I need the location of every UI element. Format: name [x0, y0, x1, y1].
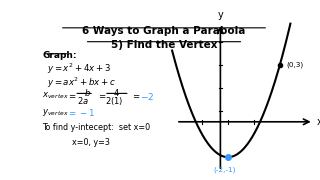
Text: (-2,-1): (-2,-1): [213, 166, 236, 173]
Text: $=$: $=$: [131, 91, 141, 100]
Text: To find y-intecept:  set x=0: To find y-intecept: set x=0: [43, 123, 151, 132]
Text: $x_{vertex}$: $x_{vertex}$: [43, 91, 69, 101]
Text: 6 Ways to Graph a Parabola: 6 Ways to Graph a Parabola: [82, 26, 246, 36]
Text: $y = x^2 + 4x + 3$: $y = x^2 + 4x + 3$: [47, 62, 111, 76]
Text: $-2$: $-2$: [140, 91, 155, 102]
Text: x=0, y=3: x=0, y=3: [72, 138, 110, 147]
Text: 5) Find the Vertex: 5) Find the Vertex: [111, 40, 217, 50]
Text: y: y: [218, 10, 223, 20]
Text: $-b$: $-b$: [77, 87, 91, 98]
Text: Graph:: Graph:: [43, 51, 77, 60]
Text: $-4$: $-4$: [107, 87, 120, 98]
Text: (0,3): (0,3): [286, 62, 303, 68]
Text: $y = ax^2 +bx + c$: $y = ax^2 +bx + c$: [47, 76, 116, 90]
Text: $=$: $=$: [67, 91, 76, 100]
Text: $=$: $=$: [97, 91, 107, 100]
Text: $2a$: $2a$: [77, 95, 89, 106]
Text: x: x: [316, 117, 320, 127]
Text: $= -1$: $= -1$: [67, 107, 94, 118]
Text: $y_{vertex}$: $y_{vertex}$: [43, 107, 69, 118]
Text: $2(1)$: $2(1)$: [105, 95, 124, 107]
